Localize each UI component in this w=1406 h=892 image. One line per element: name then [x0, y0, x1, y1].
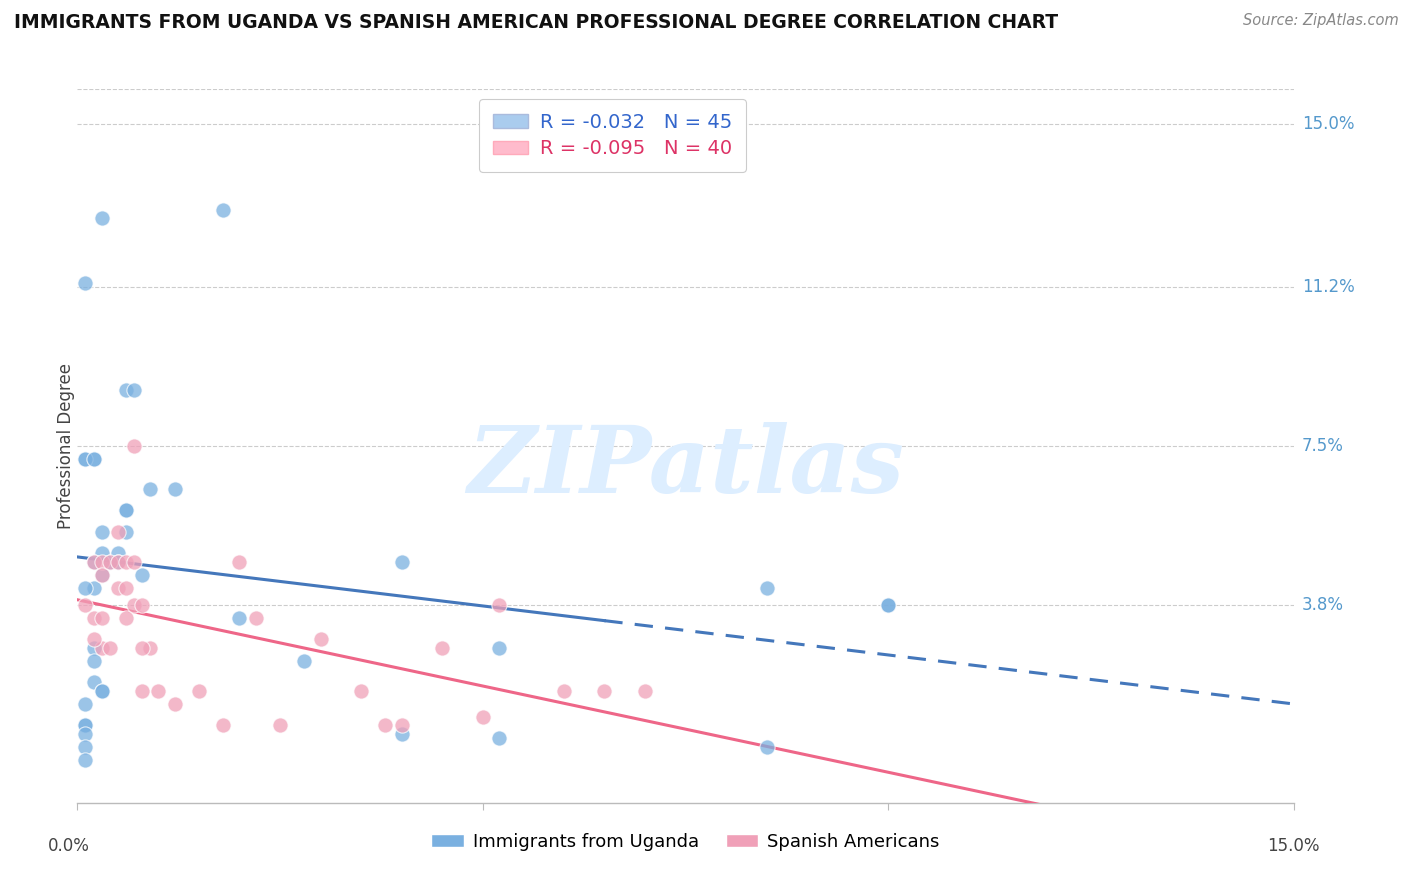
- Point: [122, 555, 145, 569]
- Text: IMMIGRANTS FROM UGANDA VS SPANISH AMERICAN PROFESSIONAL DEGREE CORRELATION CHART: IMMIGRANTS FROM UGANDA VS SPANISH AMERIC…: [14, 13, 1059, 32]
- Point: [188, 684, 211, 698]
- Point: [488, 598, 510, 612]
- Point: [90, 568, 112, 582]
- Point: [391, 718, 413, 732]
- Point: [75, 451, 97, 466]
- Point: [83, 641, 105, 656]
- Point: [75, 598, 97, 612]
- Point: [148, 684, 170, 698]
- Point: [83, 555, 105, 569]
- Point: [245, 611, 267, 625]
- Point: [115, 383, 138, 397]
- Point: [755, 581, 778, 595]
- Point: [90, 211, 112, 226]
- Point: [115, 503, 138, 517]
- Point: [75, 718, 97, 732]
- Point: [90, 546, 112, 560]
- Point: [83, 555, 105, 569]
- Text: 15.0%: 15.0%: [1302, 114, 1354, 133]
- Point: [122, 598, 145, 612]
- Point: [75, 739, 97, 754]
- Point: [212, 202, 235, 217]
- Point: [131, 684, 153, 698]
- Point: [115, 555, 138, 569]
- Point: [115, 611, 138, 625]
- Y-axis label: Professional Degree: Professional Degree: [58, 363, 75, 529]
- Point: [877, 598, 900, 612]
- Point: [90, 641, 112, 656]
- Point: [131, 641, 153, 656]
- Point: [115, 503, 138, 517]
- Point: [75, 753, 97, 767]
- Point: [139, 641, 162, 656]
- Point: [228, 555, 250, 569]
- Point: [139, 482, 162, 496]
- Point: [83, 632, 105, 647]
- Point: [90, 684, 112, 698]
- Point: [309, 632, 332, 647]
- Point: [75, 581, 97, 595]
- Point: [83, 654, 105, 668]
- Point: [131, 568, 153, 582]
- Point: [98, 555, 121, 569]
- Point: [122, 383, 145, 397]
- Point: [75, 276, 97, 290]
- Point: [471, 710, 494, 724]
- Point: [228, 611, 250, 625]
- Legend: Immigrants from Uganda, Spanish Americans: Immigrants from Uganda, Spanish American…: [423, 826, 948, 858]
- Point: [107, 555, 129, 569]
- Point: [593, 684, 616, 698]
- Text: 7.5%: 7.5%: [1302, 437, 1344, 455]
- Point: [350, 684, 373, 698]
- Point: [115, 524, 138, 539]
- Point: [553, 684, 575, 698]
- Text: 15.0%: 15.0%: [1267, 838, 1320, 855]
- Text: 0.0%: 0.0%: [48, 838, 90, 855]
- Point: [107, 524, 129, 539]
- Point: [122, 439, 145, 453]
- Point: [391, 727, 413, 741]
- Point: [755, 739, 778, 754]
- Point: [163, 697, 186, 711]
- Point: [391, 555, 413, 569]
- Point: [131, 598, 153, 612]
- Point: [83, 581, 105, 595]
- Point: [877, 598, 900, 612]
- Text: 11.2%: 11.2%: [1302, 278, 1354, 296]
- Point: [163, 482, 186, 496]
- Point: [75, 451, 97, 466]
- Point: [75, 727, 97, 741]
- Point: [430, 641, 453, 656]
- Text: 3.8%: 3.8%: [1302, 596, 1344, 614]
- Point: [90, 684, 112, 698]
- Point: [75, 718, 97, 732]
- Point: [83, 611, 105, 625]
- Point: [90, 568, 112, 582]
- Point: [292, 654, 315, 668]
- Point: [83, 675, 105, 690]
- Point: [115, 581, 138, 595]
- Point: [107, 555, 129, 569]
- Point: [374, 718, 396, 732]
- Text: ZIPatlas: ZIPatlas: [467, 423, 904, 512]
- Point: [83, 451, 105, 466]
- Point: [90, 555, 112, 569]
- Point: [634, 684, 657, 698]
- Point: [90, 524, 112, 539]
- Point: [107, 546, 129, 560]
- Point: [98, 555, 121, 569]
- Point: [212, 718, 235, 732]
- Point: [269, 718, 291, 732]
- Text: Source: ZipAtlas.com: Source: ZipAtlas.com: [1243, 13, 1399, 29]
- Point: [83, 451, 105, 466]
- Point: [488, 731, 510, 746]
- Point: [107, 581, 129, 595]
- Point: [488, 641, 510, 656]
- Point: [98, 641, 121, 656]
- Point: [90, 611, 112, 625]
- Point: [75, 697, 97, 711]
